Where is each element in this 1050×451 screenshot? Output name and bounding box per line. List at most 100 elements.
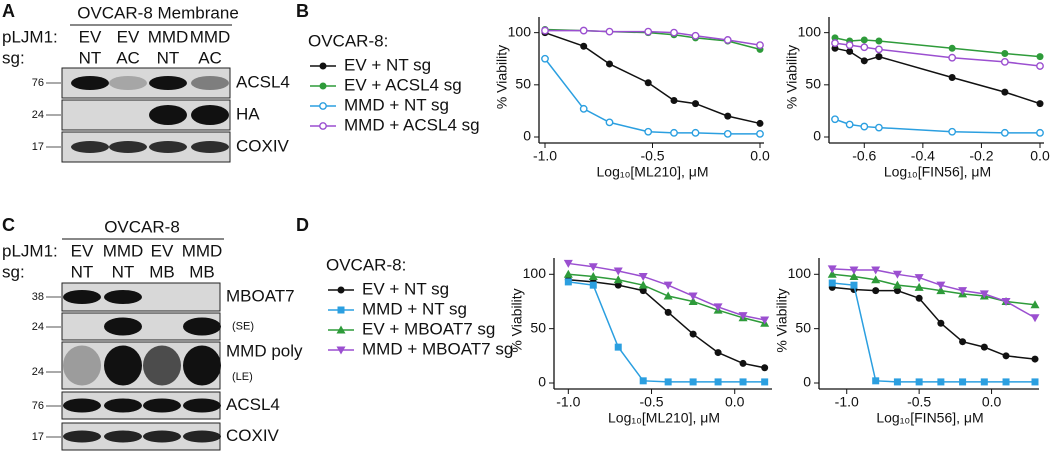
data-point: [959, 378, 967, 386]
band: [104, 430, 142, 443]
band: [183, 398, 221, 413]
x-tick-label: -1.0: [835, 394, 859, 410]
band: [109, 76, 147, 90]
y-axis-label: % Viability: [509, 288, 525, 352]
data-point: [1030, 300, 1040, 309]
data-point: [1000, 57, 1009, 66]
data-point: [1030, 314, 1040, 323]
band: [183, 430, 221, 443]
band: [183, 317, 221, 336]
blot-strip: [61, 67, 231, 99]
data-point: [872, 377, 880, 385]
data-point: [948, 74, 956, 82]
band-label: COXIV: [226, 426, 280, 445]
data-point: [1031, 355, 1039, 363]
band: [104, 290, 142, 304]
column-label: AC: [198, 48, 222, 67]
x-axis-label: Log₁₀[ML210], μM: [597, 164, 709, 180]
x-tick-label: 0.0: [1030, 148, 1050, 164]
data-point: [614, 281, 622, 289]
data-point: [1002, 352, 1010, 360]
column-label: NT: [71, 262, 94, 281]
data-point: [756, 41, 764, 50]
y-tick-label: 50: [530, 319, 546, 335]
data-point: [1036, 100, 1044, 108]
x-tick-label: -0.5: [639, 394, 663, 410]
band: [71, 141, 109, 153]
data-point: [606, 60, 613, 68]
data-point: [714, 349, 722, 357]
y-tick-label: 50: [805, 76, 821, 92]
data-point: [846, 47, 854, 55]
data-point: [892, 280, 902, 289]
data-point: [689, 378, 697, 386]
data-point: [893, 378, 901, 386]
data-point: [915, 378, 923, 386]
x-tick-label: 0.0: [750, 148, 770, 164]
blot-title: OVCAR-8: [104, 217, 180, 236]
data-point: [664, 378, 672, 386]
data-point: [588, 263, 598, 272]
data-point: [756, 129, 764, 138]
column-label: MB: [149, 262, 175, 281]
legend-entry: EV + ACSL4 sg: [344, 75, 462, 94]
data-point: [563, 259, 573, 268]
data-point: [1036, 53, 1044, 61]
data-point: [713, 303, 723, 312]
mw-marker: 17: [32, 141, 44, 153]
data-point: [579, 104, 588, 113]
mw-marker: 76: [32, 400, 44, 412]
y-axis-label: % Viability: [494, 45, 510, 109]
series-line: [568, 278, 765, 369]
data-point: [980, 378, 988, 386]
band: [63, 290, 101, 304]
data-point: [738, 312, 748, 321]
column-label: EV: [79, 27, 102, 46]
band: [63, 345, 101, 386]
data-point: [915, 294, 923, 302]
band-sublabel: (LE): [232, 371, 253, 383]
band: [143, 398, 181, 413]
data-point: [1036, 62, 1044, 70]
data-point: [605, 118, 614, 127]
data-point: [845, 120, 854, 129]
data-point: [670, 28, 678, 37]
data-point: [724, 112, 732, 120]
series-line: [545, 29, 761, 46]
legend-entry: MMD + NT sg: [362, 299, 467, 318]
series-line: [832, 286, 1036, 360]
x-tick-label: -1.0: [556, 394, 580, 410]
data-point: [663, 281, 673, 290]
data-point: [714, 378, 722, 386]
data-point: [914, 282, 924, 291]
panel-letter: C: [2, 215, 15, 235]
band-label: MMD poly: [226, 341, 303, 360]
data-point: [831, 115, 839, 124]
data-point: [828, 279, 836, 287]
band: [191, 105, 229, 125]
blot-title: OVCAR-8 Membrane: [77, 3, 239, 22]
data-point: [845, 41, 854, 50]
band: [109, 141, 147, 153]
band: [104, 317, 142, 336]
column-label: NT: [112, 262, 135, 281]
x-tick-label: -0.5: [907, 394, 931, 410]
data-point: [688, 296, 698, 305]
legend-title: OVCAR-8:: [308, 31, 388, 50]
row-label: pLJM1:: [2, 27, 58, 46]
legend-entry: EV + MBOAT7 sg: [362, 319, 495, 338]
data-point: [860, 122, 869, 131]
data-point: [739, 378, 747, 386]
data-point: [692, 100, 699, 108]
column-label: MMD: [103, 241, 144, 260]
x-axis-label: Log₁₀[FIN56], μM: [876, 410, 983, 426]
column-label: EV: [117, 27, 140, 46]
data-point: [959, 338, 967, 346]
panel-letter: A: [2, 1, 15, 21]
legend-entry: MMD + MBOAT7 sg: [362, 339, 513, 358]
data-point: [860, 43, 869, 52]
data-point: [875, 123, 883, 132]
data-point: [663, 291, 673, 300]
x-tick-label: -0.6: [852, 148, 876, 164]
band-label: MBOAT7: [226, 286, 295, 305]
